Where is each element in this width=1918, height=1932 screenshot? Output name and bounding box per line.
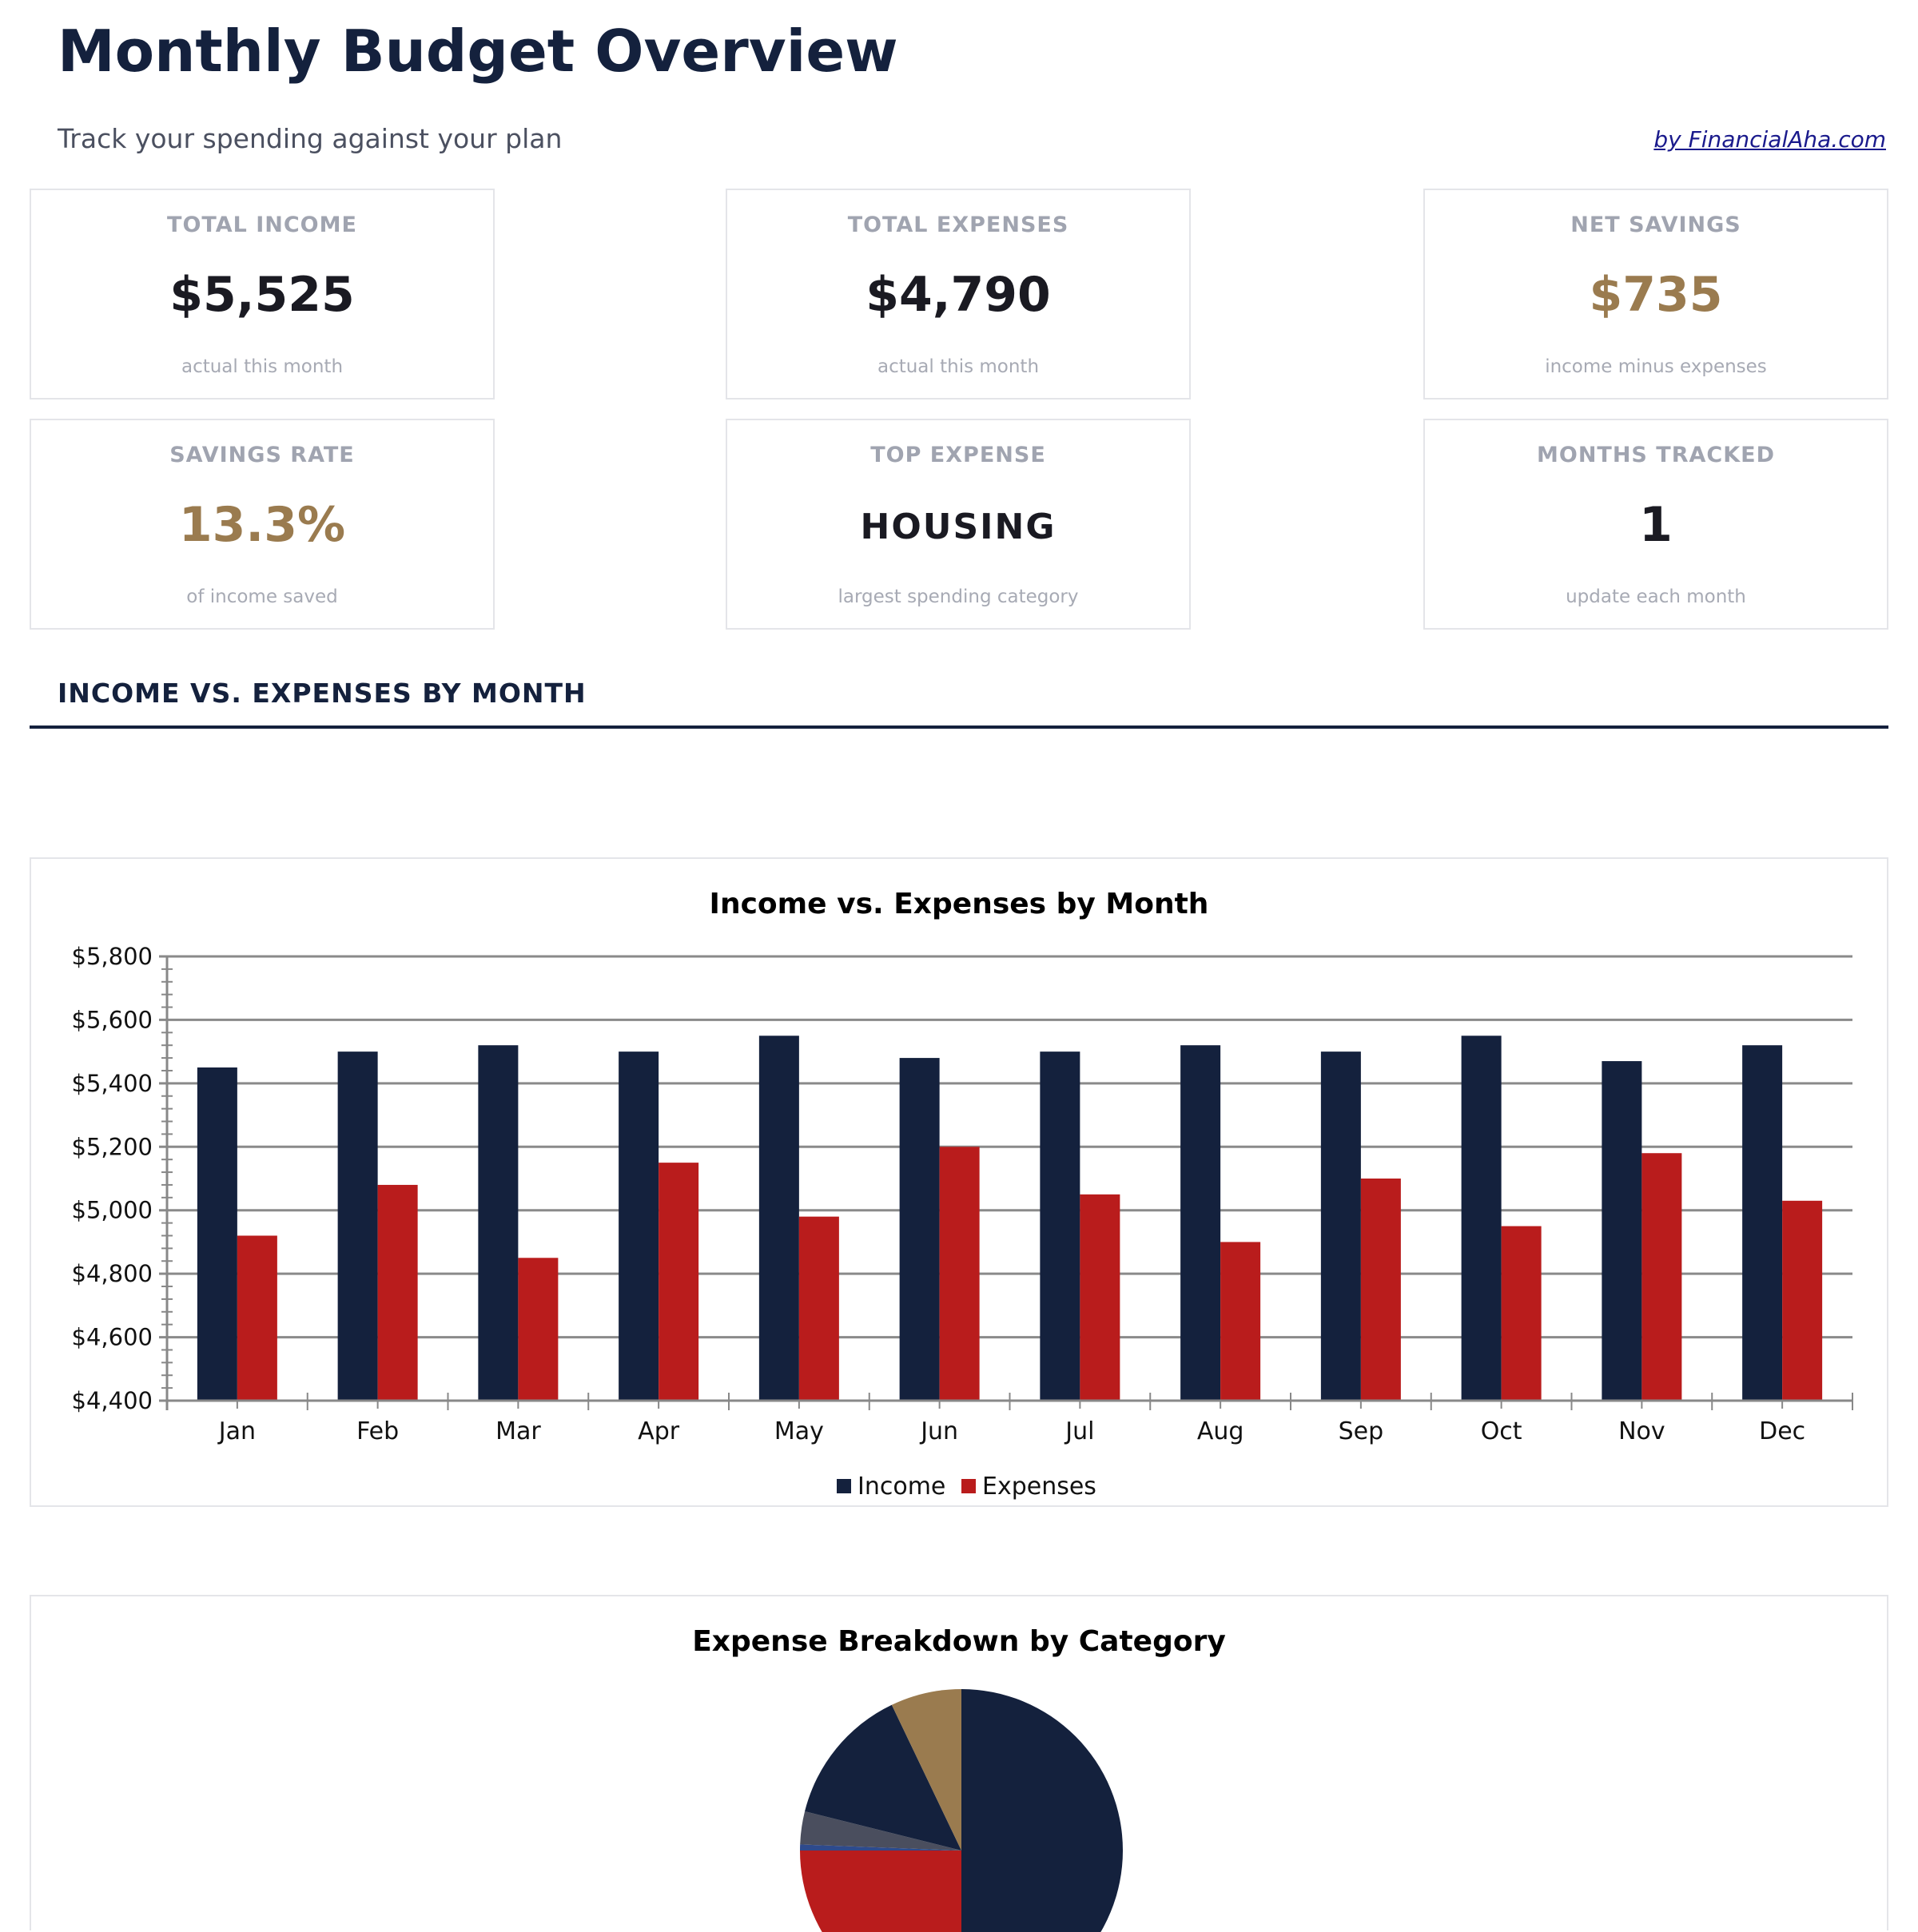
x-tick-label: Oct	[1481, 1417, 1522, 1445]
bar-income-feb	[337, 1051, 378, 1401]
stat-card: TOP EXPENSE HOUSING largest spending cat…	[726, 419, 1191, 630]
bar-expenses-may	[798, 1216, 839, 1401]
stat-card: SAVINGS RATE 13.3% of income saved	[30, 419, 495, 630]
stat-card: NET SAVINGS $735 income minus expenses	[1423, 189, 1888, 400]
stat-card: TOTAL EXPENSES $4,790 actual this month	[726, 189, 1191, 400]
bar-income-jul	[1040, 1051, 1080, 1401]
bar-expenses-apr	[659, 1163, 699, 1401]
bar-income-may	[758, 1036, 799, 1401]
pie-slice	[961, 1689, 1123, 1932]
x-tick-label: Sep	[1339, 1417, 1384, 1445]
bar-expenses-jan	[237, 1235, 277, 1401]
stat-caption: largest spending category	[838, 586, 1079, 607]
stat-caption: of income saved	[186, 586, 338, 607]
pie-slice	[800, 1844, 961, 1851]
x-tick-label: Jan	[217, 1417, 256, 1445]
x-tick-label: Mar	[495, 1417, 541, 1445]
stat-label: TOTAL INCOME	[167, 213, 357, 237]
y-tick-label: $4,400	[72, 1387, 153, 1414]
bar-income-dec	[1742, 1045, 1783, 1401]
stat-value: 1	[1639, 497, 1673, 553]
x-tick-label: Nov	[1618, 1417, 1665, 1445]
y-tick-label: $5,200	[72, 1133, 153, 1160]
stat-value: HOUSING	[860, 507, 1056, 547]
stat-card: MONTHS TRACKED 1 update each month	[1423, 419, 1888, 630]
stat-caption: update each month	[1566, 586, 1746, 607]
y-tick-label: $5,800	[72, 943, 153, 970]
pie-slice	[805, 1704, 961, 1851]
stat-caption: actual this month	[877, 356, 1040, 377]
section-divider	[30, 725, 1888, 729]
bar-income-jun	[899, 1058, 940, 1401]
y-tick-label: $5,600	[72, 1006, 153, 1033]
pie-chart-title: Expense Breakdown by Category	[692, 1625, 1226, 1658]
stat-label: TOP EXPENSE	[870, 443, 1046, 467]
bar-expenses-mar	[518, 1258, 559, 1401]
legend-swatch-expenses	[961, 1479, 976, 1493]
bar-income-jan	[197, 1067, 237, 1401]
brand-link[interactable]: by FinancialAha.com	[1653, 126, 1886, 153]
pie-slice	[891, 1689, 961, 1851]
x-tick-label: May	[774, 1417, 824, 1445]
bar-chart-card: Income vs. Expenses by Month $4,400 $4,60…	[30, 857, 1888, 1507]
x-tick-label: Feb	[356, 1417, 399, 1445]
bar-income-oct	[1461, 1036, 1502, 1401]
stat-value: $4,790	[865, 267, 1051, 323]
pie-chart	[800, 1689, 1123, 1932]
bar-expenses-aug	[1220, 1242, 1261, 1401]
section-heading: INCOME VS. EXPENSES BY MONTH	[58, 678, 587, 709]
x-tick-label: Aug	[1197, 1417, 1244, 1445]
stat-label: TOTAL EXPENSES	[847, 213, 1069, 237]
stat-label: NET SAVINGS	[1570, 213, 1741, 237]
bar-chart: $4,400 $4,600 $4,800 $5,000 $5,200 $5,400 $5,6…	[72, 943, 1853, 1501]
pie-chart-card: Expense Breakdown by Category	[30, 1595, 1888, 1932]
x-tick-label: Dec	[1759, 1417, 1805, 1445]
bar-expenses-sep	[1360, 1179, 1401, 1401]
legend-label-income: Income	[858, 1473, 945, 1501]
stat-value: $5,525	[169, 267, 355, 323]
bar-income-apr	[619, 1051, 659, 1401]
bar-expenses-jun	[939, 1147, 980, 1401]
bar-income-aug	[1180, 1045, 1221, 1401]
x-tick-label: Jul	[1064, 1417, 1094, 1445]
y-tick-label: $5,000	[72, 1197, 153, 1224]
page-subtitle: Track your spending against your plan	[58, 123, 563, 154]
bar-income-mar	[478, 1045, 519, 1401]
legend-swatch-income	[837, 1479, 851, 1493]
stat-value: 13.3%	[178, 497, 346, 553]
y-tick-label: $4,600	[72, 1324, 153, 1351]
x-tick-label: Jun	[919, 1417, 958, 1445]
page-title: Monthly Budget Overview	[58, 18, 898, 85]
bar-chart-title: Income vs. Expenses by Month	[709, 888, 1209, 920]
y-tick-label: $5,400	[72, 1070, 153, 1097]
bar-expenses-dec	[1782, 1200, 1823, 1401]
pie-slice	[800, 1851, 961, 1932]
stat-card: TOTAL INCOME $5,525 actual this month	[30, 189, 495, 400]
x-tick-label: Apr	[638, 1417, 680, 1445]
bar-expenses-oct	[1501, 1226, 1542, 1401]
bar-expenses-feb	[377, 1184, 418, 1401]
legend-label-expenses: Expenses	[982, 1473, 1096, 1501]
stat-caption: income minus expenses	[1545, 356, 1767, 377]
stat-value: $735	[1589, 267, 1723, 323]
stat-label: MONTHS TRACKED	[1537, 443, 1775, 467]
bar-income-nov	[1602, 1061, 1642, 1401]
stat-caption: actual this month	[181, 356, 344, 377]
pie-slice	[800, 1811, 961, 1851]
bar-expenses-nov	[1641, 1153, 1682, 1401]
stat-label: SAVINGS RATE	[169, 443, 355, 467]
bar-income-sep	[1320, 1051, 1361, 1401]
bar-expenses-jul	[1080, 1194, 1120, 1401]
y-tick-label: $4,800	[72, 1260, 153, 1287]
